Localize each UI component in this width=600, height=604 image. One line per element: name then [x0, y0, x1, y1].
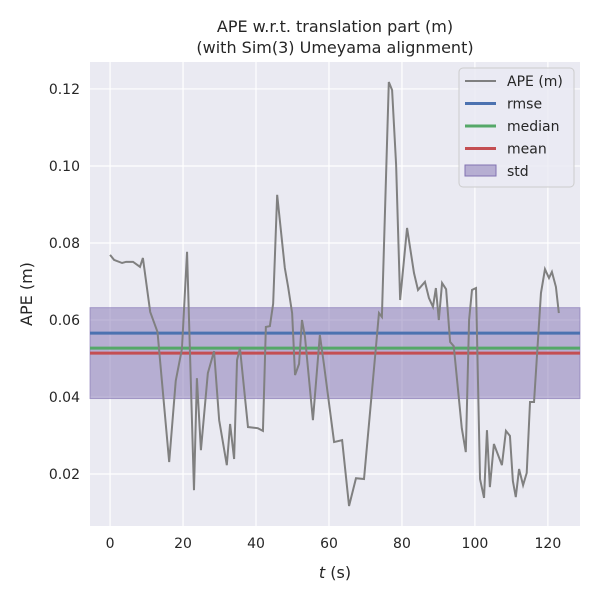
- legend-label: rmse: [507, 97, 542, 113]
- legend-box: [458, 67, 575, 188]
- x-tick-label: 80: [393, 536, 411, 552]
- legend-label: APE (m): [507, 74, 563, 90]
- legend-label: mean: [507, 142, 547, 158]
- ape-series-line: [109, 81, 560, 507]
- x-tick-label: 60: [320, 536, 338, 552]
- x-axis-var: t: [319, 563, 326, 582]
- x-tick-label: 120: [535, 536, 562, 552]
- stat-layer: [89, 307, 581, 400]
- x-tick-label: 0: [106, 536, 115, 552]
- x-tick-label: 100: [462, 536, 489, 552]
- legend-swatch-std: [464, 164, 497, 177]
- legend-label: std: [507, 164, 529, 180]
- chart-title: APE w.r.t. translation part (m): [217, 17, 453, 36]
- x-tick-label: 20: [174, 536, 192, 552]
- y-tick-label: 0.10: [49, 159, 80, 175]
- y-tick-label: 0.12: [49, 82, 80, 98]
- tick-labels: 0 20 40 60 80 100 120 0.02 0.04 0.06 0.08 0.10 0.12: [49, 82, 561, 552]
- y-axis-label: APE (m): [17, 262, 36, 326]
- chart-subtitle: (with Sim(3) Umeyama alignment): [196, 38, 473, 57]
- y-tick-label: 0.02: [49, 467, 80, 483]
- y-tick-label: 0.08: [49, 236, 80, 252]
- x-axis-label: t (s): [319, 563, 351, 582]
- y-tick-label: 0.04: [49, 390, 80, 406]
- legend: APE (m) rmse median mean std: [458, 67, 575, 188]
- x-axis-unit: (s): [325, 563, 351, 582]
- x-tick-label: 40: [247, 536, 265, 552]
- legend-label: median: [507, 119, 559, 135]
- y-tick-label: 0.06: [49, 313, 80, 329]
